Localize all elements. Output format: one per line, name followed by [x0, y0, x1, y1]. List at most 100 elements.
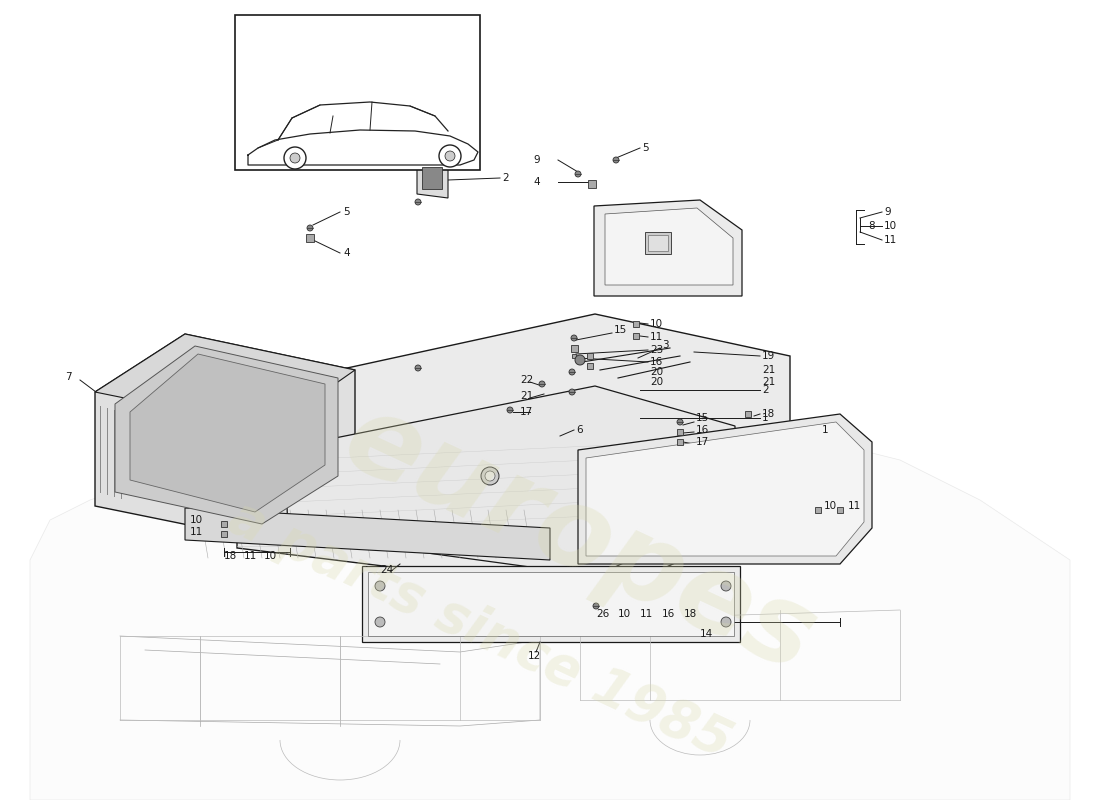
- Text: 11: 11: [640, 609, 653, 619]
- Text: 16: 16: [662, 609, 675, 619]
- Bar: [235, 15, 480, 170]
- Text: 10: 10: [650, 319, 663, 329]
- Text: 19: 19: [762, 351, 776, 361]
- Text: 9: 9: [534, 155, 540, 165]
- FancyBboxPatch shape: [632, 321, 639, 327]
- Circle shape: [290, 153, 300, 163]
- Polygon shape: [30, 430, 1070, 800]
- Text: 18: 18: [224, 551, 238, 561]
- Text: 15: 15: [614, 325, 627, 335]
- Text: 18: 18: [684, 609, 697, 619]
- Circle shape: [575, 355, 585, 365]
- Text: 23: 23: [650, 345, 663, 355]
- Text: 10: 10: [190, 515, 204, 525]
- FancyBboxPatch shape: [572, 354, 576, 358]
- Text: 2: 2: [502, 173, 508, 183]
- Circle shape: [720, 581, 732, 591]
- Polygon shape: [417, 162, 448, 198]
- Circle shape: [307, 225, 314, 231]
- Circle shape: [575, 171, 581, 177]
- FancyBboxPatch shape: [306, 234, 313, 242]
- Polygon shape: [594, 200, 742, 296]
- Text: 18: 18: [762, 409, 776, 419]
- FancyBboxPatch shape: [676, 439, 683, 445]
- Polygon shape: [605, 208, 733, 285]
- Text: 17: 17: [696, 437, 710, 447]
- Text: 5: 5: [343, 207, 350, 217]
- Text: 11: 11: [190, 527, 204, 537]
- Text: 4: 4: [343, 248, 350, 258]
- Circle shape: [284, 147, 306, 169]
- Circle shape: [539, 381, 544, 387]
- Text: 16: 16: [696, 425, 710, 435]
- Circle shape: [446, 151, 455, 161]
- Text: 7: 7: [65, 372, 72, 382]
- Text: a parts since 1985: a parts since 1985: [221, 490, 739, 770]
- Polygon shape: [285, 386, 735, 576]
- Circle shape: [571, 335, 578, 341]
- Bar: [648, 235, 668, 251]
- Circle shape: [720, 617, 732, 627]
- Circle shape: [569, 369, 575, 375]
- FancyBboxPatch shape: [588, 180, 596, 188]
- Text: europes: europes: [328, 385, 833, 695]
- FancyBboxPatch shape: [587, 363, 593, 369]
- Circle shape: [375, 581, 385, 591]
- Text: 3: 3: [662, 340, 669, 350]
- Circle shape: [439, 145, 461, 167]
- Polygon shape: [586, 422, 864, 556]
- Text: 12: 12: [528, 651, 541, 661]
- Circle shape: [415, 199, 421, 205]
- Text: 21: 21: [762, 365, 776, 375]
- Text: 11: 11: [244, 551, 257, 561]
- Text: 10: 10: [824, 501, 837, 511]
- Text: 17: 17: [520, 407, 534, 417]
- Circle shape: [676, 419, 683, 425]
- Text: 11: 11: [650, 332, 663, 342]
- Circle shape: [569, 389, 575, 395]
- Text: 10: 10: [618, 609, 631, 619]
- Text: 26: 26: [596, 609, 609, 619]
- Text: 2: 2: [762, 385, 769, 395]
- Text: 5: 5: [642, 143, 649, 153]
- Text: 15: 15: [696, 413, 710, 423]
- Polygon shape: [130, 354, 324, 512]
- FancyBboxPatch shape: [745, 411, 751, 417]
- Text: 21: 21: [520, 391, 534, 401]
- Bar: [422, 167, 442, 189]
- Circle shape: [375, 617, 385, 627]
- Polygon shape: [578, 414, 872, 564]
- Text: 14: 14: [700, 629, 713, 639]
- FancyBboxPatch shape: [632, 333, 639, 339]
- FancyBboxPatch shape: [815, 507, 821, 513]
- Text: 1: 1: [822, 425, 828, 435]
- FancyBboxPatch shape: [221, 531, 227, 537]
- Text: 4: 4: [534, 177, 540, 187]
- Text: 8: 8: [868, 221, 875, 231]
- Polygon shape: [368, 572, 734, 636]
- FancyBboxPatch shape: [587, 353, 593, 359]
- FancyBboxPatch shape: [676, 429, 683, 435]
- Text: 10: 10: [264, 551, 277, 561]
- Text: 20: 20: [650, 367, 663, 377]
- Text: 24: 24: [379, 565, 394, 575]
- Text: 11: 11: [884, 235, 898, 245]
- Circle shape: [613, 157, 619, 163]
- Circle shape: [485, 471, 495, 481]
- Text: 11: 11: [848, 501, 861, 511]
- Polygon shape: [362, 566, 740, 642]
- Polygon shape: [95, 334, 355, 542]
- Text: 22: 22: [520, 375, 534, 385]
- Polygon shape: [116, 346, 338, 524]
- FancyBboxPatch shape: [221, 521, 227, 527]
- Circle shape: [415, 365, 421, 371]
- Bar: [645, 232, 671, 254]
- Text: 20: 20: [650, 377, 663, 387]
- Text: 10: 10: [884, 221, 898, 231]
- Text: 6: 6: [576, 425, 583, 435]
- Circle shape: [507, 407, 513, 413]
- Circle shape: [481, 467, 499, 485]
- Text: 9: 9: [884, 207, 891, 217]
- FancyBboxPatch shape: [571, 345, 578, 351]
- Circle shape: [593, 603, 600, 609]
